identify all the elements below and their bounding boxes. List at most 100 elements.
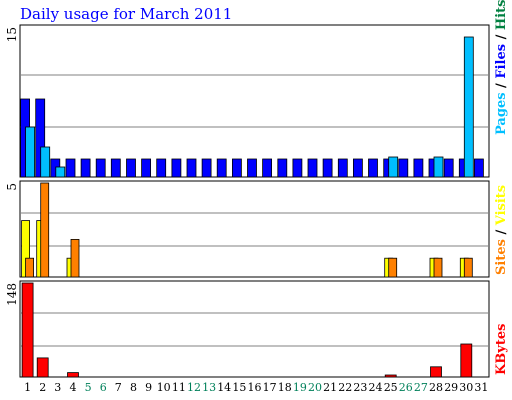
bar-kbytes-day-28 (430, 366, 442, 378)
legend-0: Pages / Files / Hits (494, 0, 509, 135)
panel-visits: 5 (5, 180, 490, 278)
bar-hits-day-20 (307, 158, 318, 178)
bar-hits-day-27 (413, 158, 424, 178)
bar-hits-day-6 (95, 158, 106, 178)
chart-panels: 15 5 148 (5, 24, 490, 378)
bar-hits-day-23 (352, 158, 363, 178)
bar-kbytes-day-4 (67, 372, 79, 378)
bar-hits-day-29 (443, 158, 454, 178)
panel-frame (19, 180, 490, 278)
bar-hits-day-16 (247, 158, 257, 178)
day-label-24: 24 (369, 381, 383, 394)
day-label-4: 4 (70, 381, 77, 394)
bar-hits-day-12 (186, 158, 197, 178)
day-label-23: 23 (353, 381, 367, 394)
legend-separator: / (494, 79, 509, 93)
bar-hits-day-13 (201, 158, 212, 178)
day-label-3: 3 (54, 381, 61, 394)
bar-kbytes-day-1 (21, 282, 34, 378)
day-label-20: 20 (308, 381, 322, 394)
bar-sites-day-28 (433, 257, 443, 278)
bar-hits-day-17 (262, 158, 273, 178)
bar-kbytes-day-30 (460, 343, 473, 378)
legend-kbytes: KBytes (494, 324, 509, 375)
bar-hits-day-11 (171, 158, 182, 178)
day-label-2: 2 (39, 381, 46, 394)
legends: Pages / Files / Hits Sites / Visits KBytes (494, 0, 509, 375)
bar-files-day-2 (40, 146, 51, 178)
bar-kbytes-day-2 (36, 357, 49, 378)
bar-hits-day-22 (337, 158, 348, 178)
legend-files: Files (494, 44, 509, 79)
day-label-25: 25 (384, 381, 398, 394)
bar-sites-day-1 (25, 257, 35, 278)
bar-hits-day-15 (231, 158, 242, 178)
chart-title: Daily usage for March 2011 (20, 5, 232, 23)
day-label-18: 18 (278, 381, 292, 394)
day-label-17: 17 (263, 381, 277, 394)
panel-frame (19, 280, 490, 378)
bar-files-day-3 (55, 166, 66, 178)
day-label-14: 14 (217, 381, 231, 394)
legend-separator: / (494, 225, 509, 239)
day-label-22: 22 (338, 381, 352, 394)
day-label-13: 13 (202, 381, 216, 394)
panel-hits: 15 (5, 24, 490, 178)
day-label-12: 12 (187, 381, 201, 394)
bar-hits-day-10 (156, 158, 167, 178)
day-label-15: 15 (232, 381, 246, 394)
legend-sites: Sites (494, 239, 509, 275)
panel-kbytes: 148 (5, 280, 490, 378)
bar-hits-day-5 (80, 158, 91, 178)
bar-files-day-1 (25, 126, 36, 178)
day-label-16: 16 (248, 381, 262, 394)
bar-hits-day-19 (292, 158, 303, 178)
x-axis-day-labels: 1 2 3 4 5 6 7 8 9 10 11 12 13 14 15 16 17 18 19 20 21 22 23 24 2… (24, 381, 488, 394)
day-label-26: 26 (399, 381, 413, 394)
day-label-29: 29 (444, 381, 458, 394)
bar-sites-day-25 (388, 257, 398, 278)
day-label-7: 7 (115, 381, 122, 394)
y-max-label: 15 (5, 27, 19, 42)
day-label-30: 30 (459, 381, 473, 394)
legend-2: KBytes (494, 324, 509, 375)
day-label-10: 10 (157, 381, 171, 394)
day-label-21: 21 (323, 381, 337, 394)
bar-files-day-30 (463, 36, 474, 178)
bar-hits-day-24 (368, 158, 378, 178)
bar-sites-day-4 (70, 238, 80, 278)
bar-hits-day-21 (322, 158, 333, 178)
legend-hits: Hits (494, 0, 509, 30)
bar-files-day-28 (433, 156, 444, 178)
day-label-5: 5 (85, 381, 92, 394)
day-label-19: 19 (293, 381, 307, 394)
legend-pages: Pages (494, 92, 509, 135)
y-max-label: 5 (5, 183, 19, 191)
panel-frame (19, 24, 490, 178)
bar-kbytes-day-25 (384, 374, 397, 378)
bar-hits-day-9 (141, 158, 152, 178)
day-label-11: 11 (172, 381, 186, 394)
bar-hits-day-2 (35, 98, 46, 178)
legend-visits: Visits (494, 185, 509, 226)
bar-hits-day-4 (65, 158, 76, 178)
bar-hits-day-18 (277, 158, 288, 178)
legend-1: Sites / Visits (494, 185, 509, 275)
bar-hits-day-31 (473, 158, 484, 178)
day-label-27: 27 (414, 381, 428, 394)
bar-sites-day-30 (463, 257, 473, 278)
bar-files-day-25 (388, 156, 399, 178)
bar-hits-day-14 (216, 158, 227, 178)
day-label-9: 9 (145, 381, 152, 394)
bar-hits-day-7 (110, 158, 121, 178)
day-label-28: 28 (429, 381, 443, 394)
bar-hits-day-26 (398, 158, 409, 178)
bar-sites-day-2 (40, 182, 50, 278)
bar-hits-day-8 (126, 158, 136, 178)
legend-separator: / (494, 30, 509, 44)
day-label-1: 1 (24, 381, 31, 394)
day-label-8: 8 (130, 381, 137, 394)
day-label-31: 31 (474, 381, 488, 394)
y-max-label: 148 (5, 283, 19, 306)
